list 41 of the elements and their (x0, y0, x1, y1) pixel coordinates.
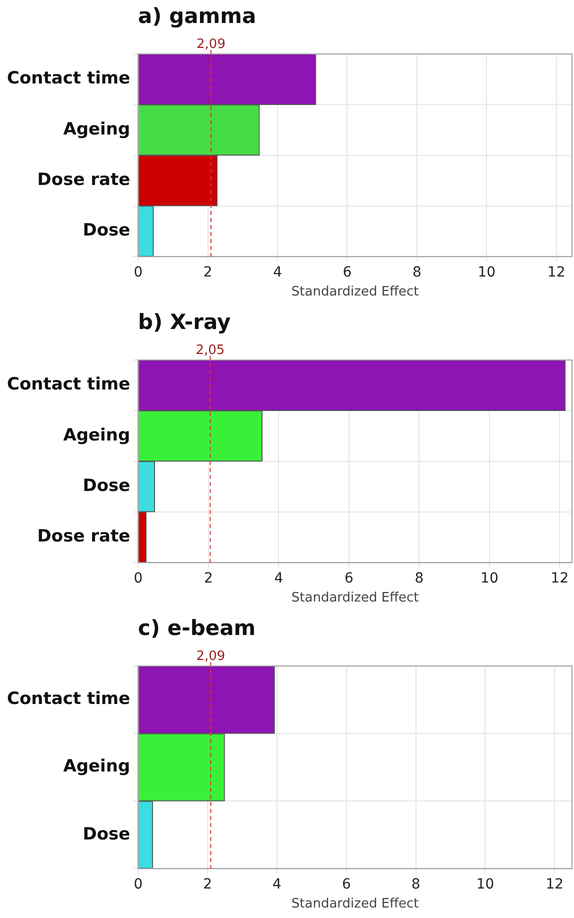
x-tick-label: 10 (478, 264, 496, 281)
x-tick-label: 8 (411, 876, 420, 893)
x-tick-label: 0 (134, 570, 143, 587)
y-tick-label: Dose (82, 824, 130, 844)
x-tick-label: 12 (547, 264, 566, 281)
x-tick-label: 10 (476, 876, 494, 893)
x-axis-title: Standardized Effect (291, 590, 419, 606)
x-tick-label: 12 (550, 570, 569, 587)
y-tick-label: Dose (82, 476, 130, 496)
x-tick-label: 6 (342, 264, 352, 281)
ref-line-label: 2,05 (196, 342, 225, 358)
x-tick-label: 10 (480, 570, 498, 587)
y-tick-label: Ageing (63, 119, 130, 140)
x-tick-label: 2 (203, 264, 212, 281)
y-tick-label: Ageing (63, 756, 130, 777)
x-tick-label: 2 (203, 876, 212, 893)
x-tick-label: 6 (344, 570, 354, 587)
x-tick-label: 4 (273, 264, 282, 281)
y-tick-label: Dose (82, 220, 130, 241)
y-tick-label: Ageing (63, 425, 130, 446)
x-tick-label: 12 (546, 876, 564, 893)
x-tick-label: 8 (414, 570, 424, 587)
x-tick-label: 4 (274, 570, 284, 587)
chart-title: c) e-beam (138, 616, 256, 640)
ref-line-label: 2,09 (196, 36, 226, 52)
y-tick-label: Dose rate (37, 170, 130, 190)
y-tick-label: Contact time (6, 689, 130, 710)
y-tick-label: Contact time (6, 374, 130, 395)
x-axis-title: Standardized Effect (291, 284, 419, 300)
ref-line-label: 2,09 (196, 648, 226, 664)
y-tick-label: Dose rate (37, 526, 130, 547)
x-axis-title: Standardized Effect (291, 896, 419, 912)
chart-title: a) gamma (138, 4, 256, 28)
x-tick-label: 0 (134, 264, 143, 281)
x-tick-label: 2 (204, 570, 213, 587)
x-tick-label: 8 (412, 264, 422, 281)
x-tick-label: 6 (342, 876, 351, 893)
x-tick-label: 4 (272, 876, 282, 893)
chart-title: b) X-ray (138, 310, 231, 334)
x-tick-label: 0 (134, 876, 143, 893)
y-tick-label: Contact time (6, 68, 130, 89)
